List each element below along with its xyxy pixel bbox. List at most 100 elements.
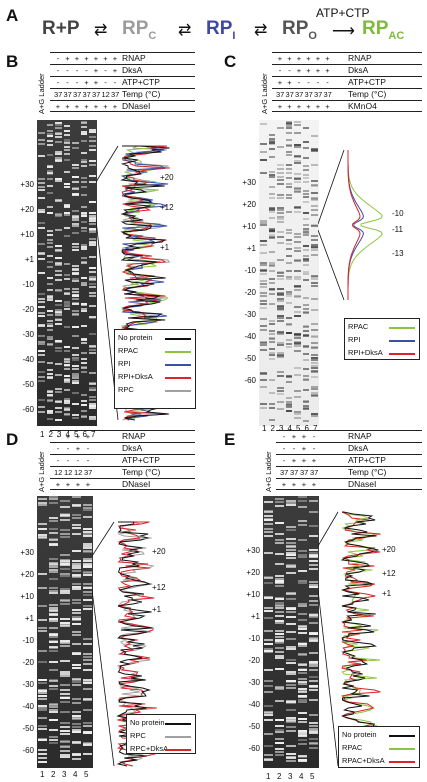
gel-band	[285, 400, 293, 403]
gel-band	[308, 631, 318, 634]
gel-band	[49, 543, 59, 546]
gel-band	[72, 377, 79, 380]
condition-value: -	[56, 78, 60, 87]
gel-band	[268, 293, 276, 295]
gel-band	[302, 230, 310, 233]
gel-band	[71, 575, 81, 578]
gel-band	[286, 557, 296, 560]
gel-band	[89, 270, 97, 273]
gel-band	[308, 548, 318, 551]
gel-band	[275, 541, 285, 544]
gel-band	[277, 371, 284, 374]
gel-band	[311, 209, 319, 212]
gel-band	[71, 718, 81, 721]
gel-band	[55, 245, 62, 248]
gel-band	[285, 332, 293, 335]
gel-band	[311, 309, 319, 312]
trace-mark: +1	[152, 605, 162, 614]
gel-band	[82, 507, 92, 510]
gel-band	[46, 123, 54, 126]
gel-band	[286, 592, 296, 595]
position-label: +10	[242, 222, 256, 231]
gel-band	[286, 529, 296, 531]
gel-band	[275, 668, 285, 671]
gel-band	[60, 561, 70, 564]
gel-band	[80, 307, 88, 310]
gel-band	[46, 329, 54, 332]
gel-band	[71, 564, 81, 567]
gel-band	[63, 407, 71, 410]
lane-number: 3	[288, 772, 293, 781]
gel-band	[275, 504, 285, 507]
gel-band	[311, 244, 319, 247]
gel-band	[38, 724, 48, 727]
gel-band	[285, 243, 293, 246]
gel-band	[49, 729, 59, 732]
gel-band	[286, 499, 296, 502]
gel-band	[311, 297, 319, 300]
gel-band	[294, 334, 301, 337]
position-label: -40	[244, 332, 256, 341]
condition-name: RNAP	[348, 53, 372, 63]
gel-band	[38, 186, 45, 189]
gel-band	[60, 732, 70, 735]
gel-band	[63, 206, 71, 209]
gel-band	[285, 339, 293, 342]
gel-band	[46, 389, 54, 392]
gel-band	[55, 132, 62, 135]
gel-band	[275, 602, 285, 605]
gel-band	[55, 263, 62, 266]
gel-band	[297, 721, 307, 724]
gel-band	[308, 510, 318, 513]
gel-band	[311, 322, 319, 325]
gel-band	[49, 532, 59, 534]
gel-band	[275, 630, 285, 633]
gel-band	[275, 574, 285, 577]
legend-swatch	[389, 735, 415, 737]
gel-band	[63, 293, 71, 296]
gel-band	[72, 367, 79, 370]
gel-band	[38, 405, 45, 408]
gel-band	[302, 352, 310, 355]
gel-band	[268, 348, 276, 351]
gel-band	[311, 198, 319, 201]
gel-band	[264, 527, 274, 530]
condition-row: KMnO4 + + + + + +	[272, 100, 422, 112]
position-label: -50	[22, 724, 34, 733]
gel-band	[46, 169, 54, 172]
condition-value: +	[315, 66, 321, 75]
gel-band	[286, 709, 296, 712]
gel-band	[60, 559, 70, 562]
gel-band	[60, 683, 70, 686]
gel-band	[38, 398, 45, 401]
gel-band	[72, 215, 79, 218]
gel-band	[63, 146, 71, 149]
gel-band	[302, 388, 310, 391]
gel-band	[294, 342, 301, 345]
gel-band	[38, 629, 48, 632]
condition-value: -	[56, 444, 60, 453]
gel-band	[286, 745, 296, 748]
gel-band	[71, 576, 81, 579]
gel-band	[297, 645, 307, 648]
trace-mark: +12	[382, 569, 396, 578]
gel-band	[55, 257, 62, 260]
gel-band	[89, 230, 97, 233]
gel-band	[297, 695, 307, 698]
gel-band	[71, 642, 81, 645]
gel-band	[46, 362, 54, 364]
gel-band	[82, 504, 92, 506]
gel-band	[60, 590, 70, 593]
condition-value: -	[56, 456, 60, 465]
gel-band	[277, 179, 284, 182]
gel-band	[277, 333, 284, 336]
gel-band	[38, 572, 48, 575]
gel-band	[297, 625, 307, 628]
gel-band	[49, 497, 59, 500]
gel-band	[60, 659, 70, 662]
condition-value: +	[287, 78, 292, 87]
gel-band	[46, 265, 54, 268]
gel-band	[46, 242, 54, 245]
gel-band	[63, 379, 71, 382]
condition-name: ATP+CTP	[348, 77, 386, 87]
